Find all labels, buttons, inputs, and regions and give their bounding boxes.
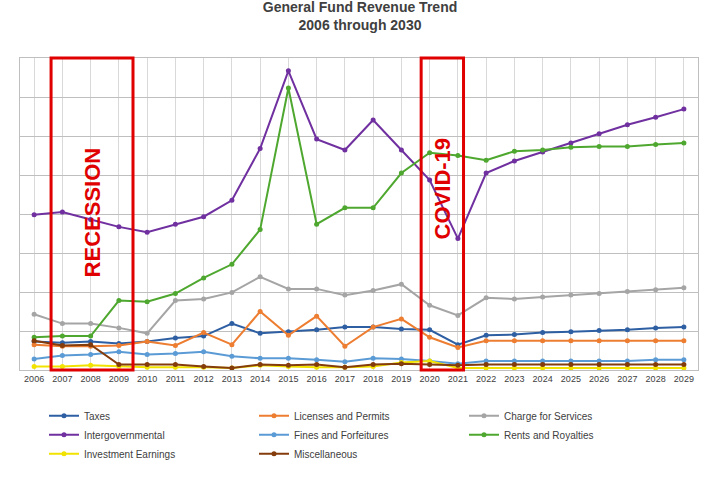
- svg-text:Fines and Forfeitures: Fines and Forfeitures: [294, 430, 389, 441]
- svg-text:Taxes: Taxes: [84, 411, 110, 422]
- svg-text:2021: 2021: [448, 374, 468, 384]
- svg-text:Licenses and Permits: Licenses and Permits: [294, 411, 390, 422]
- svg-text:2018: 2018: [363, 374, 383, 384]
- svg-text:2017: 2017: [335, 374, 355, 384]
- svg-text:2010: 2010: [137, 374, 157, 384]
- svg-text:2008: 2008: [81, 374, 101, 384]
- svg-text:2020: 2020: [420, 374, 440, 384]
- svg-text:Charge for Services: Charge for Services: [504, 411, 592, 422]
- svg-text:2015: 2015: [278, 374, 298, 384]
- svg-text:2022: 2022: [476, 374, 496, 384]
- svg-text:2007: 2007: [52, 374, 72, 384]
- svg-text:2019: 2019: [391, 374, 411, 384]
- svg-text:Miscellaneous: Miscellaneous: [294, 449, 357, 460]
- svg-text:Intergovernmental: Intergovernmental: [84, 430, 165, 441]
- svg-text:2009: 2009: [109, 374, 129, 384]
- svg-text:2025: 2025: [561, 374, 581, 384]
- svg-text:2029: 2029: [674, 374, 694, 384]
- svg-text:2014: 2014: [250, 374, 270, 384]
- svg-text:2028: 2028: [646, 374, 666, 384]
- svg-text:COVID-19: COVID-19: [430, 138, 455, 239]
- svg-text:2026: 2026: [589, 374, 609, 384]
- svg-text:2024: 2024: [533, 374, 553, 384]
- svg-text:2027: 2027: [617, 374, 637, 384]
- svg-text:2006: 2006: [24, 374, 44, 384]
- svg-text:2011: 2011: [166, 374, 185, 384]
- svg-text:2013: 2013: [222, 374, 242, 384]
- svg-text:RECESSION: RECESSION: [80, 148, 105, 278]
- svg-text:2012: 2012: [194, 374, 214, 384]
- svg-text:2016: 2016: [307, 374, 327, 384]
- svg-text:General Fund Revenue Trend2006: General Fund Revenue Trend2006 through 2…: [263, 0, 458, 33]
- svg-text:Rents and Royalties: Rents and Royalties: [504, 430, 594, 441]
- svg-text:2023: 2023: [504, 374, 524, 384]
- svg-text:Investment Earnings: Investment Earnings: [84, 449, 175, 460]
